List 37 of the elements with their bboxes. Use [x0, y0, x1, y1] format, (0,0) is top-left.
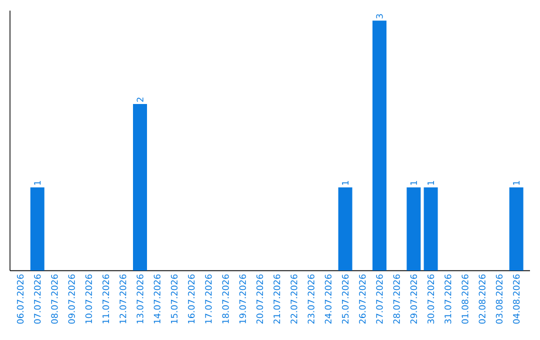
x-tick-label: 24.07.2026 — [324, 274, 332, 324]
x-tick-label: 30.07.2026 — [427, 274, 434, 324]
x-tick-label: 18.07.2026 — [222, 274, 229, 324]
x-tick-label: 25.07.2026 — [342, 274, 349, 324]
x-tick-label: 16.07.2026 — [188, 274, 195, 324]
x-tick-label: 01.08.2026 — [462, 274, 468, 324]
x-tick-label: 15.07.2026 — [170, 274, 178, 324]
x-tick-label: 03.08.2026 — [496, 274, 503, 324]
x-tick-label: 04.08.2026 — [512, 274, 520, 324]
x-tick-label: 21.07.2026 — [274, 274, 280, 324]
x-tick-label: 19.07.2026 — [239, 274, 246, 324]
x-tick-label: 10.07.2026 — [85, 274, 92, 324]
data-label: 1 — [34, 180, 41, 185]
x-tick-label: 06.07.2026 — [16, 274, 24, 324]
x-tick-label: 12.07.2026 — [120, 274, 126, 324]
x-tick-label: 09.07.2026 — [68, 274, 75, 324]
data-label: 1 — [410, 180, 417, 185]
data-label: 1 — [342, 180, 348, 185]
x-tick-label: 07.07.2026 — [34, 274, 41, 324]
x-tick-label: 31.07.2026 — [444, 274, 452, 324]
data-label: 1 — [428, 180, 434, 185]
x-tick-label: 17.07.2026 — [205, 274, 212, 324]
data-label: 2 — [136, 98, 144, 102]
x-tick-label: 22.07.2026 — [290, 274, 298, 324]
x-tick-label: 28.07.2026 — [393, 274, 400, 324]
x-tick-label: 14.07.2026 — [154, 274, 160, 324]
x-tick-label: 11.07.2026 — [102, 274, 110, 324]
x-tick-label: 13.07.2026 — [136, 274, 144, 324]
x-tick-label: 27.07.2026 — [376, 274, 383, 324]
data-label: 3 — [376, 14, 383, 18]
x-tick-label: 26.07.2026 — [359, 274, 366, 324]
x-tick-label: 29.07.2026 — [410, 274, 418, 324]
x-tick-label: 20.07.2026 — [256, 274, 264, 324]
x-tick-label: 23.07.2026 — [308, 274, 314, 324]
x-tick-label: 08.07.2026 — [51, 274, 58, 324]
x-tick-label: 02.08.2026 — [478, 274, 486, 324]
data-label: 1 — [513, 180, 520, 185]
